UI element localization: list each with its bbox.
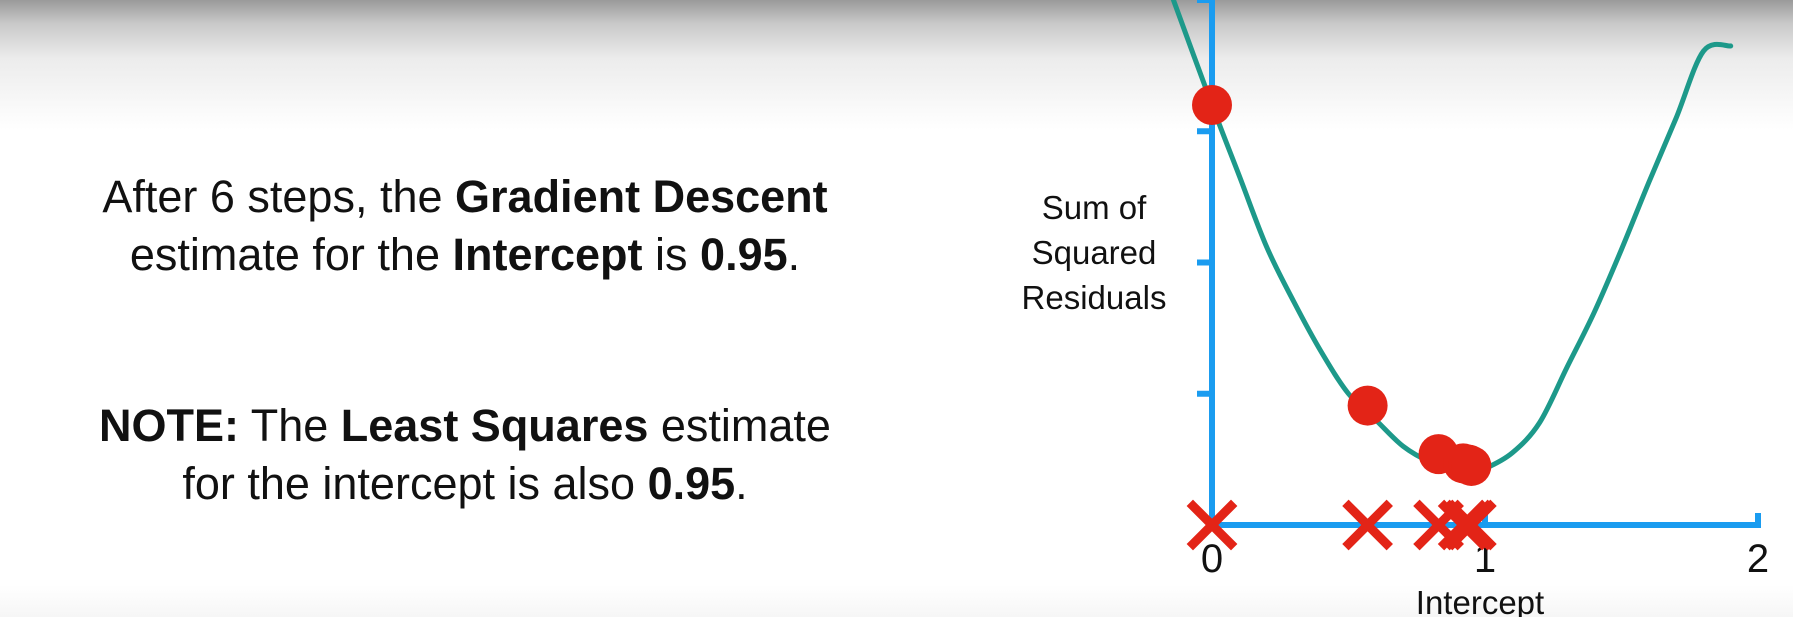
result-statement: After 6 steps, the Gradient Descent esti… [0, 168, 930, 284]
step-x-stroke [1186, 499, 1238, 551]
y-axis-label-line-2: Squared [1032, 234, 1157, 271]
note-line-1: NOTE: The Least Squares estimate [0, 397, 930, 455]
y-axis-label-line-3: Residuals [1022, 279, 1167, 316]
statement-text: is [642, 229, 701, 280]
note-label: NOTE: [99, 400, 240, 451]
statement-text: After 6 steps, the [102, 171, 456, 222]
gradient-descent-label: Gradient Descent [455, 171, 828, 222]
note-text: The [239, 400, 341, 451]
statement-line-1: After 6 steps, the Gradient Descent [0, 168, 930, 226]
ssr-curve [1170, 0, 1734, 474]
bottom-shadow [0, 585, 1793, 617]
step-point-1 [1192, 85, 1232, 125]
note-text: for the intercept is also [182, 458, 648, 509]
statement-line-2: estimate for the Intercept is 0.95. [0, 226, 930, 284]
statement-text: estimate for the [129, 229, 453, 280]
note-period: . [735, 458, 748, 509]
statement-period: . [787, 229, 801, 280]
top-shadow [0, 0, 1793, 130]
step-x-marker-2 [1342, 499, 1393, 551]
x-tick-label-2: 2 [1747, 537, 1769, 581]
step-point-2 [1347, 385, 1388, 426]
y-axis-label-line-1: Sum of [1042, 189, 1147, 226]
least-squares-value: 0.95 [647, 458, 736, 509]
note-text: estimate [648, 400, 831, 451]
step-point-6 [1451, 445, 1492, 486]
note-line-2: for the intercept is also 0.95. [0, 455, 930, 513]
note-statement: NOTE: The Least Squares estimate for the… [0, 397, 930, 513]
step-x-marker-1 [1186, 499, 1238, 551]
intercept-label: Intercept [452, 229, 643, 280]
least-squares-label: Least Squares [340, 400, 649, 451]
x-axis-label: Intercept [1416, 584, 1544, 617]
step-x-marker-6 [1445, 499, 1497, 551]
x-tick-label-0: 0 [1201, 537, 1223, 581]
step-x-stroke [1342, 499, 1393, 551]
estimate-value: 0.95 [700, 229, 788, 280]
step-x-stroke [1445, 499, 1497, 551]
